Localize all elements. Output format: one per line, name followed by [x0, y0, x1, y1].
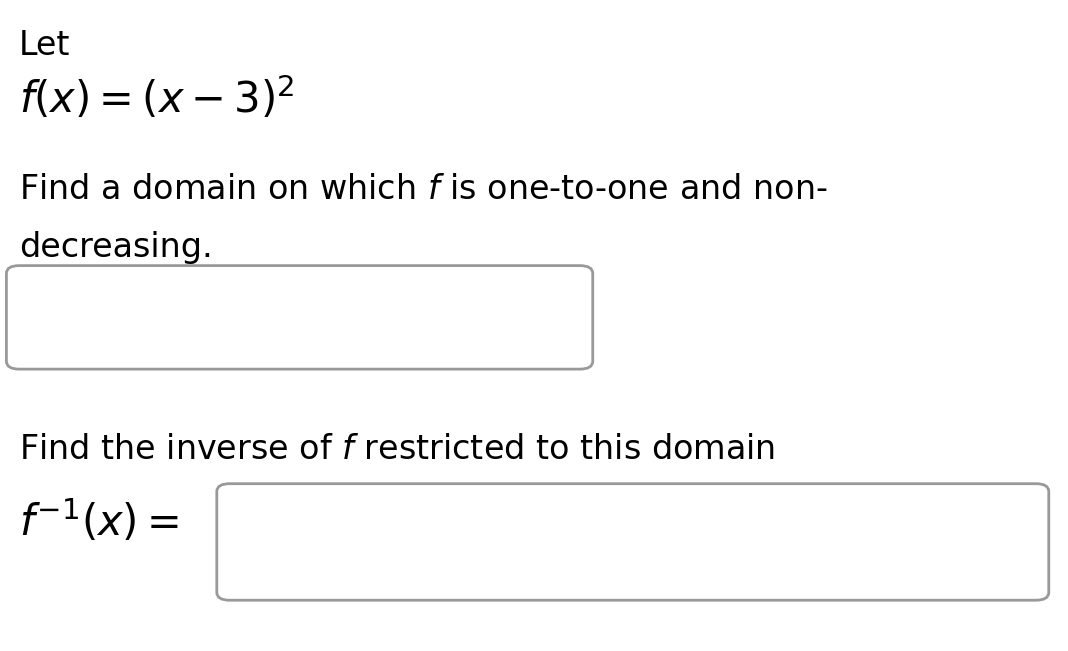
FancyBboxPatch shape	[6, 266, 593, 369]
Text: Find a domain on which $f$ is one-to-one and non-: Find a domain on which $f$ is one-to-one…	[19, 173, 828, 206]
Text: Let: Let	[19, 29, 70, 62]
Text: $f^{-1}(x) =$: $f^{-1}(x) =$	[19, 498, 178, 545]
Text: $f(x) = (x-3)^2$: $f(x) = (x-3)^2$	[19, 75, 295, 122]
FancyBboxPatch shape	[217, 484, 1049, 600]
Text: decreasing.: decreasing.	[19, 231, 213, 264]
Text: Find the inverse of $f$ restricted to this domain: Find the inverse of $f$ restricted to th…	[19, 433, 775, 466]
